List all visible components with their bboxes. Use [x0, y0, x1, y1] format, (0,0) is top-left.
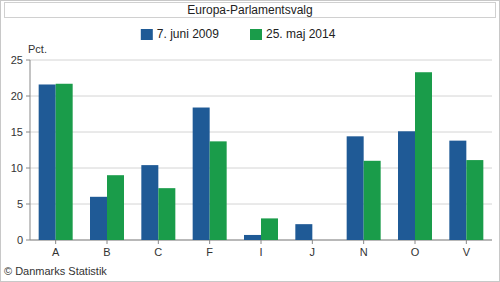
y-tick-label: 10: [11, 162, 23, 174]
bar: [141, 165, 158, 240]
x-tick-label: F: [206, 246, 213, 258]
bar: [295, 224, 312, 240]
y-tick: [26, 204, 30, 205]
x-tick-label: B: [103, 246, 110, 258]
y-tick-label: 0: [17, 234, 23, 246]
x-tick: [158, 240, 159, 244]
y-tick-label: 15: [11, 126, 23, 138]
y-tick: [26, 96, 30, 97]
bar: [39, 84, 56, 240]
x-tick: [415, 240, 416, 244]
bar: [90, 197, 107, 240]
y-tick-label: 5: [17, 198, 23, 210]
bar: [398, 131, 415, 240]
x-tick: [55, 240, 56, 244]
y-tick: [26, 240, 30, 241]
legend-swatch: [250, 29, 262, 40]
bar: [449, 141, 466, 240]
legend: 7. juni 2009 25. maj 2014: [141, 27, 336, 41]
legend-label: 25. maj 2014: [266, 27, 336, 41]
x-tick: [466, 240, 467, 244]
x-tick-label: N: [360, 246, 368, 258]
grid-line: [30, 60, 492, 61]
bar: [364, 161, 381, 240]
y-axis: [30, 60, 31, 240]
bar: [466, 160, 483, 240]
x-tick: [209, 240, 210, 244]
x-tick: [312, 240, 313, 244]
y-tick-label: 25: [11, 54, 23, 66]
y-tick: [26, 60, 30, 61]
legend-swatch: [141, 29, 153, 40]
x-tick: [363, 240, 364, 244]
x-tick-label: C: [154, 246, 162, 258]
bar: [347, 136, 364, 240]
chart-svg: Europa-Parlamentsvalg 7. juni 2009 25. maj…: [0, 0, 500, 282]
x-tick-label: A: [52, 246, 60, 258]
y-tick: [26, 168, 30, 169]
y-tick-label: 20: [11, 90, 23, 102]
x-tick: [107, 240, 108, 244]
frame: [1, 1, 500, 282]
legend-label: 7. juni 2009: [157, 27, 219, 41]
bar: [415, 72, 432, 240]
bar: [193, 108, 210, 240]
y-tick: [26, 132, 30, 133]
bar: [210, 141, 227, 240]
bar: [261, 218, 278, 240]
bars: [39, 72, 484, 240]
title: Europa-Parlamentsvalg: [187, 3, 312, 17]
chart-container: Europa-Parlamentsvalg 7. juni 2009 25. maj…: [0, 0, 500, 282]
x-tick-label: J: [310, 246, 316, 258]
bar: [107, 175, 124, 240]
x-tick-label: O: [411, 246, 420, 258]
y-axis-label: Pct.: [28, 43, 47, 55]
x-tick: [261, 240, 262, 244]
bar: [244, 235, 261, 240]
source: © Danmarks Statistik: [4, 265, 107, 277]
bar: [158, 188, 175, 240]
x-tick-label: V: [463, 246, 471, 258]
title-box: [5, 3, 496, 18]
x-tick-label: I: [259, 246, 262, 258]
bar: [56, 84, 73, 240]
